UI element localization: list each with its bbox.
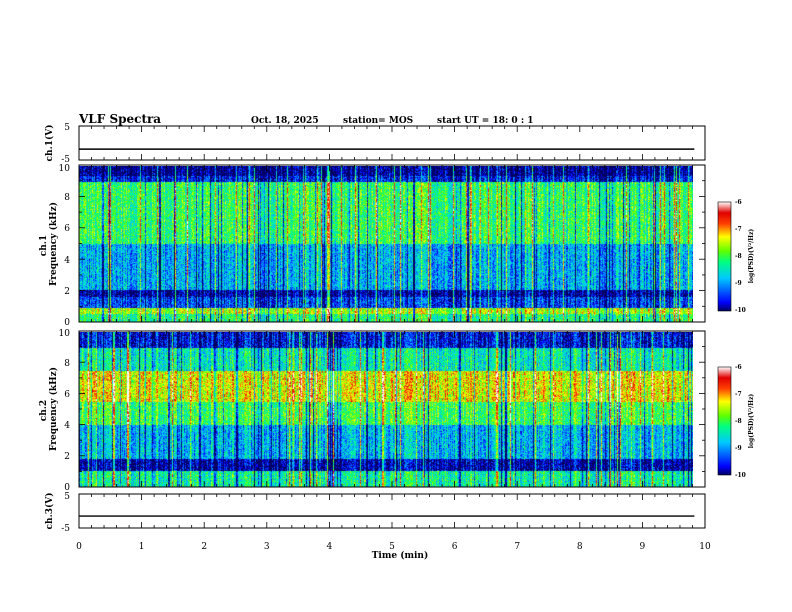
xtick-label: 10 <box>699 542 711 552</box>
xtick-label: 0 <box>76 542 82 552</box>
ch1-freq-tick-label: 8 <box>64 193 70 203</box>
colorbar-ch2-tick: -9 <box>735 445 742 452</box>
colorbar-ch1-gradient <box>717 201 732 312</box>
colorbar-ch2-tick: -6 <box>735 364 742 371</box>
colorbar-ch1-label: log(PSD)(V²/Hz) <box>748 229 755 284</box>
colorbar-ch1-tick: -10 <box>735 307 746 314</box>
xtick-label: 3 <box>264 542 270 552</box>
colorbar-ch2-label: log(PSD)(V²/Hz) <box>748 394 755 449</box>
xtick-label: 9 <box>640 542 646 552</box>
axis-ticks <box>78 126 706 528</box>
ch2-freq-tick-label: 10 <box>59 329 71 339</box>
colorbar-ch2-tick: -8 <box>735 418 742 425</box>
spectrogram-ch2-image <box>79 332 693 487</box>
ch2-freq-tick-label: 6 <box>64 390 70 400</box>
ch1-spectrogram-ylabel-line1: ch.1 <box>39 235 49 256</box>
ch2-freq-tick-label: 2 <box>64 452 70 462</box>
ch2-spectrogram-ylabel-line1: ch.2 <box>39 400 49 421</box>
xtick-label: 7 <box>514 542 520 552</box>
ch1-ytick-label: 5 <box>64 123 70 133</box>
xtick-label: 6 <box>452 542 458 552</box>
xtick-label: 5 <box>389 542 395 552</box>
ch2-spectrogram-ylabel-line2: Frequency (kHz) <box>48 367 59 451</box>
ch1-freq-tick-label: 6 <box>64 224 70 234</box>
xtick-label: 8 <box>577 542 583 552</box>
station-label: station= MOS <box>343 116 413 126</box>
colorbar-ch2-gradient <box>717 366 732 476</box>
colorbar-ch1-tick: -7 <box>735 226 742 233</box>
ch1-freq-tick-label: 4 <box>64 256 70 266</box>
spectrogram-ch1 <box>79 166 693 322</box>
xtick-label: 1 <box>139 542 145 552</box>
ch1-freq-tick-label: 0 <box>64 318 70 328</box>
colorbar-ch2: -6 -7 -8 -9 -10 log(PSD)(V²/Hz) <box>717 364 755 479</box>
ch2-freq-tick-label: 4 <box>64 421 70 431</box>
ch1-spectrogram-ylabel-line2: Frequency (kHz) <box>48 202 59 286</box>
spectrogram-ch2 <box>79 332 693 487</box>
x-axis-title: Time (min) <box>372 550 429 561</box>
colorbar-ch2-tick: -7 <box>735 391 742 398</box>
colorbar-ch1-tick: -6 <box>735 199 742 206</box>
ch1-waveform-ylabel: ch.1(V) <box>44 125 55 162</box>
figure-title: VLF Spectra <box>78 112 161 126</box>
colorbar-ch2-tick: -10 <box>735 472 746 479</box>
start-time-label: start UT = 18: 0 : 1 <box>437 116 534 126</box>
ch1-spectrogram-ylabel: ch.1 Frequency (kHz) <box>39 202 59 286</box>
ch1-ytick-label: -5 <box>61 155 70 165</box>
colorbar-ch1-tick: -9 <box>735 280 742 287</box>
colorbar-ch1: -6 -7 -8 -9 -10 log(PSD)(V²/Hz) <box>717 199 755 314</box>
ch3-waveform-ylabel: ch.3(V) <box>44 493 55 530</box>
colorbar-ch1-tick: -8 <box>735 253 742 260</box>
spectrogram-ch1-image <box>79 166 693 322</box>
ch3-ytick-label: 5 <box>64 492 70 502</box>
ch1-freq-tick-label: 2 <box>64 287 70 297</box>
ch1-freq-tick-label: 10 <box>59 164 71 174</box>
ch2-spectrogram-ylabel: ch.2 Frequency (kHz) <box>39 367 59 451</box>
ch2-freq-tick-label: 8 <box>64 359 70 369</box>
ch2-freq-tick-label: 0 <box>64 483 70 493</box>
xtick-label: 4 <box>327 542 333 552</box>
date-label: Oct. 18, 2025 <box>251 116 319 126</box>
xtick-label: 2 <box>201 542 207 552</box>
ch3-ytick-label: -5 <box>61 524 70 534</box>
